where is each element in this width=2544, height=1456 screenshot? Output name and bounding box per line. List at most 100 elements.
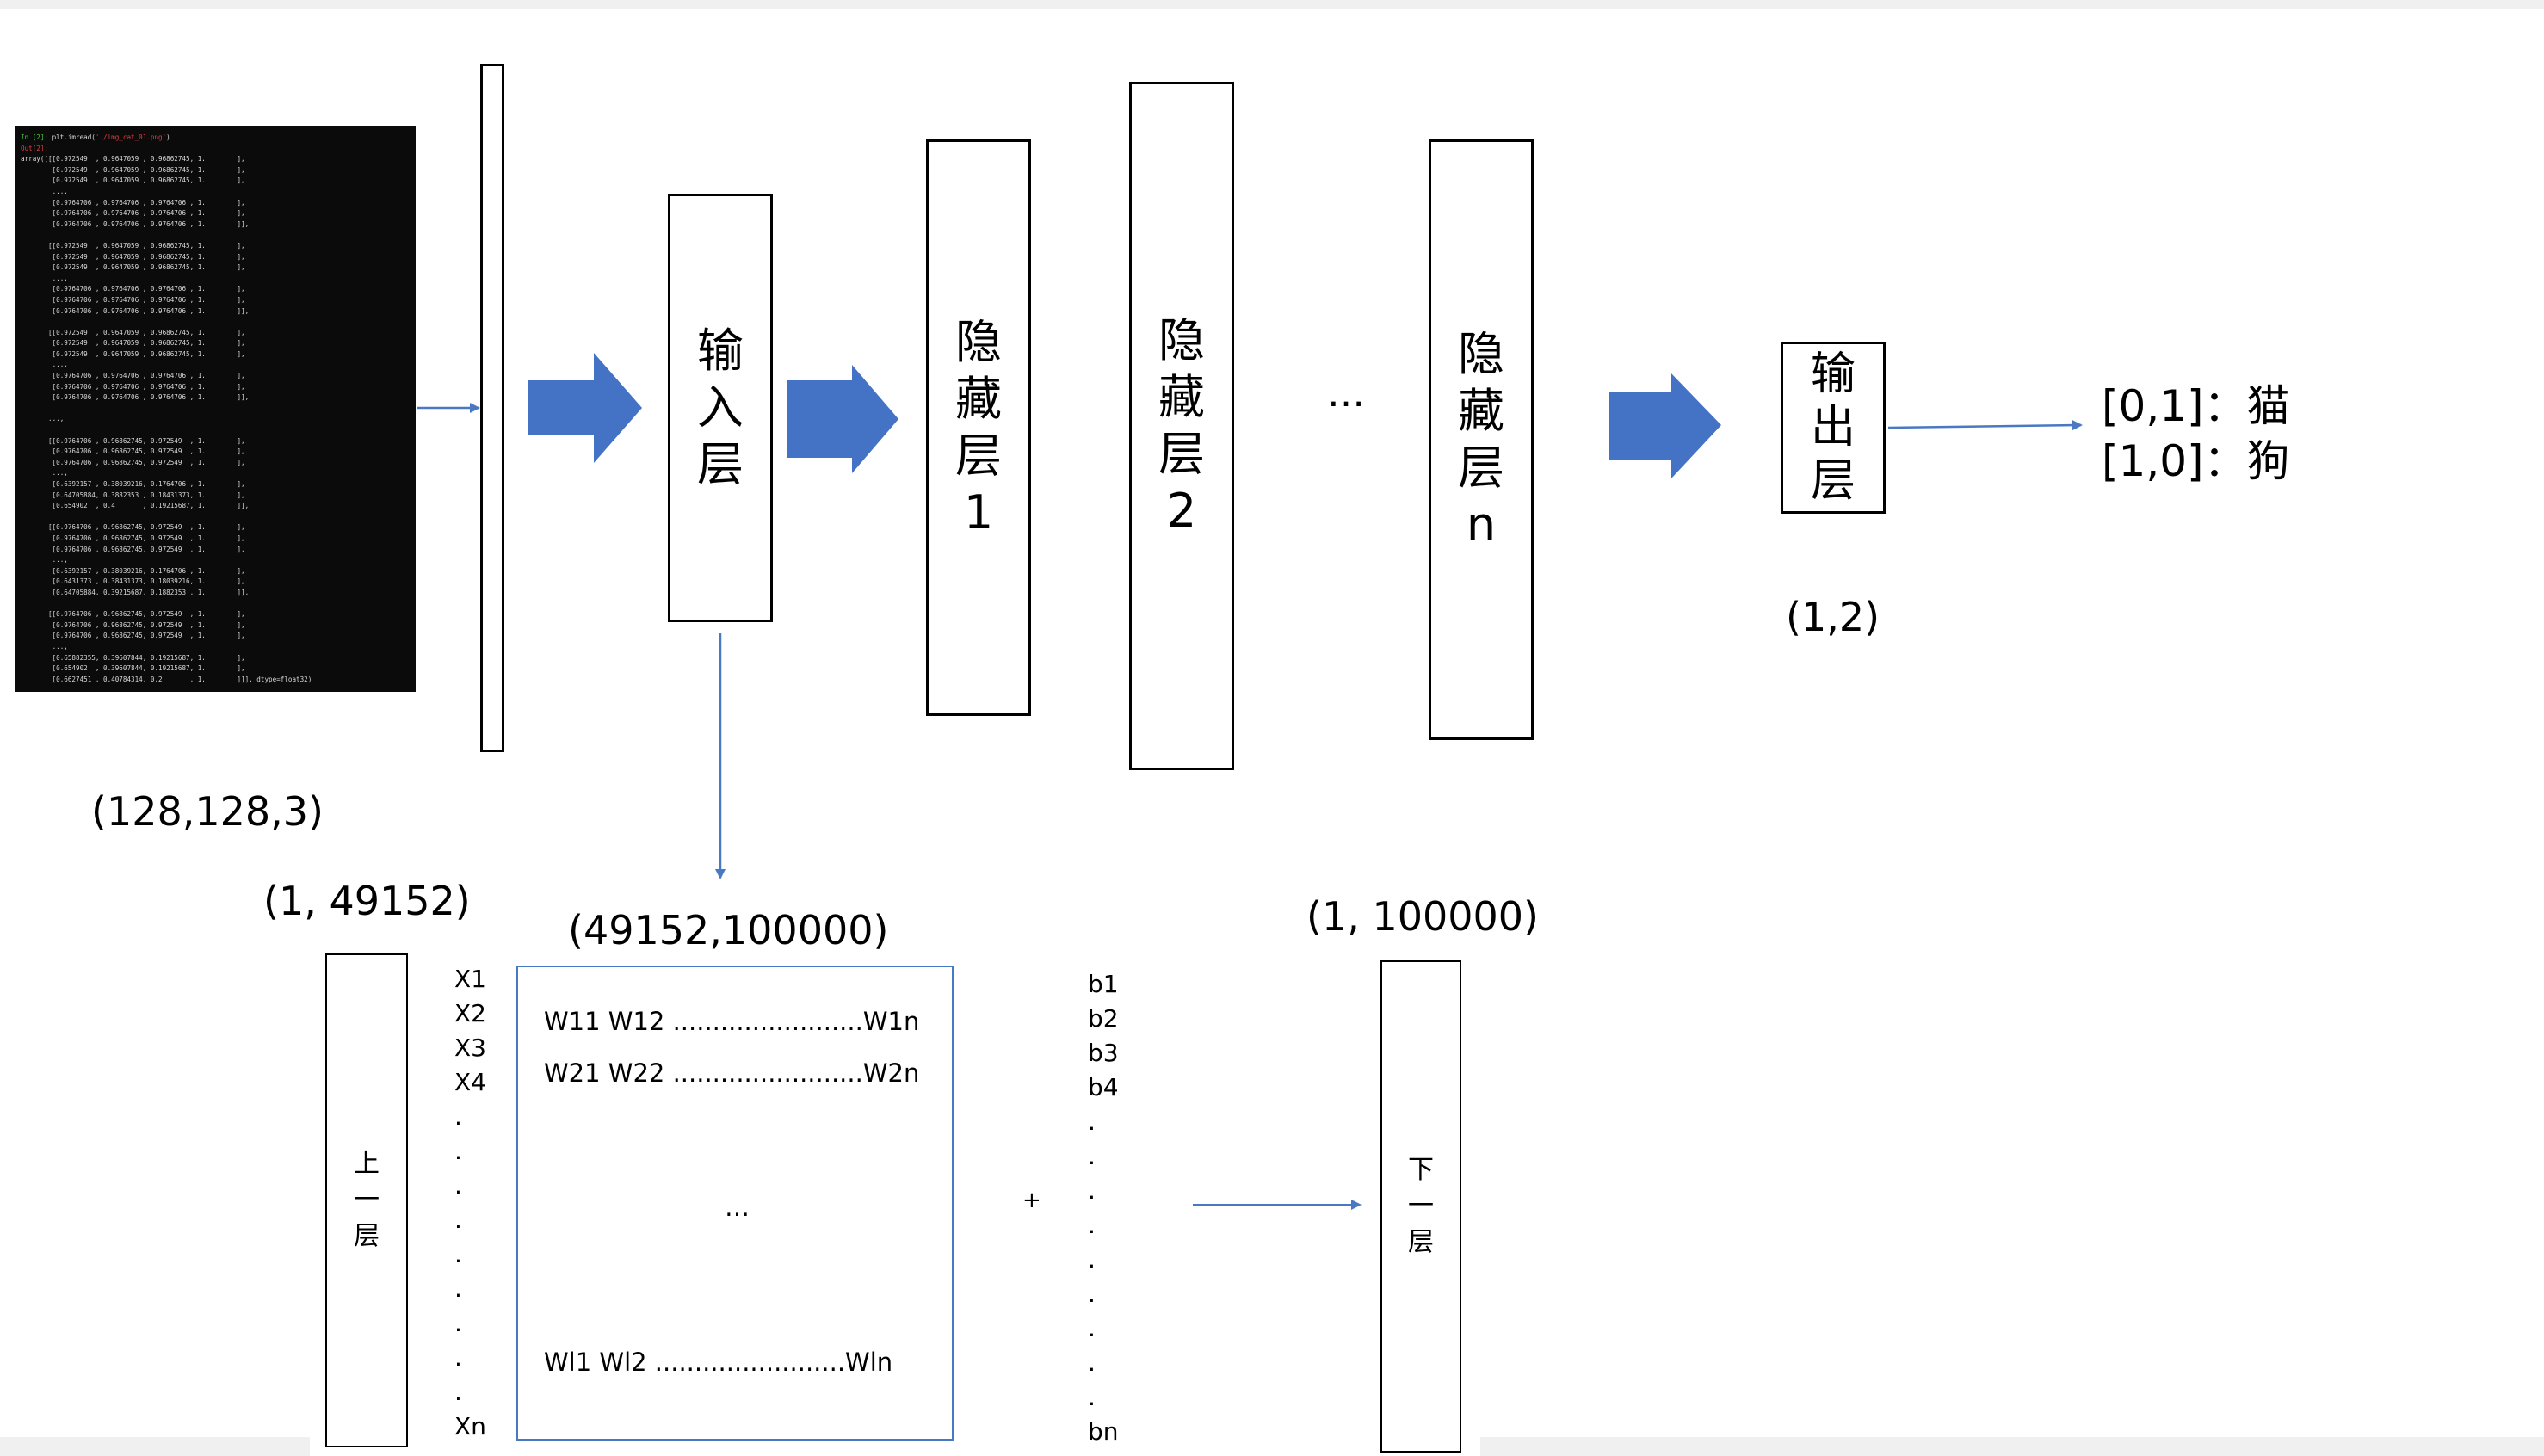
class-map-dog: [1,0]：狗 [2102, 436, 2290, 486]
b-labels-item: . [1088, 1176, 1096, 1205]
hidden-n-char: 层 [1458, 441, 1504, 495]
input-layer-char: 入 [697, 380, 744, 435]
input-layer-box: 输入层 [668, 194, 773, 622]
prev-layer-char: 上 [354, 1149, 380, 1179]
image-shape-label: (128,128,3) [91, 788, 324, 835]
code-line: [0.9764706 , 0.96862745, 0.972549 , 1. ]… [21, 447, 245, 456]
output-shape-label: (1,2) [1786, 594, 1880, 640]
code-line: [0.9764706 , 0.96862745, 0.972549 , 1. ]… [21, 620, 245, 629]
hidden-2-char: 2 [1166, 484, 1197, 538]
prev-layer-shape-label: (1, 49152) [263, 878, 471, 924]
x-labels-item: . [454, 1378, 462, 1406]
code-line: ..., [21, 469, 68, 478]
x-labels-item: . [454, 1206, 462, 1234]
hidden-2-char: 隐 [1158, 313, 1205, 367]
hidden-1-char: 藏 [955, 372, 1002, 426]
code-line: [0.9764706 , 0.9764706 , 0.9764706 , 1. … [21, 306, 250, 315]
next-layer-label: 下一层 [1382, 962, 1460, 1451]
block-arrow-flatten-to-input [528, 353, 642, 463]
b-labels-item: b2 [1088, 1004, 1119, 1033]
code-line: [0.654902 , 0.39607844, 0.19215687, 1. ]… [21, 664, 245, 673]
code-line: [0.64705884, 0.39215687, 0.1882353 , 1. … [21, 588, 250, 596]
x-labels-item: X1 [454, 965, 486, 993]
prev-layer-label: 上一层 [327, 955, 406, 1446]
code-line: [0.9764706 , 0.9764706 , 0.9764706 , 1. … [21, 295, 245, 304]
b-labels-item: . [1088, 1245, 1096, 1274]
x-labels-item: . [454, 1274, 462, 1303]
code-line: [0.972549 , 0.9647059 , 0.96862745, 1. ]… [21, 252, 245, 261]
x-labels-item: Xn [454, 1412, 486, 1441]
hidden-n-char: n [1466, 497, 1497, 552]
x-labels-item: . [454, 1171, 462, 1200]
code-line: ..., [21, 274, 68, 282]
prev-layer-char: 层 [354, 1221, 380, 1251]
code-line: [[0.972549 , 0.9647059 , 0.96862745, 1. … [21, 241, 245, 250]
b-labels-item: b3 [1088, 1039, 1119, 1067]
bias-shape-label: (1, 100000) [1306, 893, 1540, 940]
input-layer-char: 层 [697, 437, 744, 491]
code-line: [0.972549 , 0.9647059 , 0.96862745, 1. ]… [21, 176, 245, 185]
hidden-n-char: 藏 [1458, 384, 1504, 438]
code-line: ..., [21, 415, 65, 423]
output-layer-label: 输出层 [1783, 344, 1883, 511]
code-line: [0.972549 , 0.9647059 , 0.96862745, 1. ]… [21, 263, 245, 272]
x-vector-labels: X1 X2 X3 X4......... Xn [454, 962, 486, 1444]
x-labels-item: . [454, 1102, 462, 1131]
code-line: [0.9764706 , 0.9764706 , 0.9764706 , 1. … [21, 372, 245, 380]
code-line: [0.972549 , 0.9647059 , 0.96862745, 1. ]… [21, 339, 245, 348]
code-line: [0.9764706 , 0.96862745, 0.972549 , 1. ]… [21, 545, 245, 553]
code-line: ..., [21, 361, 68, 369]
b-labels-item: b1 [1088, 970, 1119, 998]
code-line: [0.9764706 , 0.9764706 , 0.9764706 , 1. … [21, 285, 245, 293]
code-line: [[0.9764706 , 0.96862745, 0.972549 , 1. … [21, 436, 245, 445]
class-map-cat: [0,1]：猫 [2102, 381, 2290, 431]
output-layer-char: 层 [1810, 455, 1856, 507]
output-layer-box: 输出层 [1781, 342, 1886, 514]
code-line: [[0.9764706 , 0.96862745, 0.972549 , 1. … [21, 610, 245, 619]
next-layer-char: 层 [1408, 1227, 1434, 1257]
code-line: [0.654902 , 0.4 , 0.19215687, 1. ]], [21, 502, 250, 510]
x-labels-item: . [454, 1137, 462, 1165]
output-layer-char: 出 [1810, 402, 1856, 453]
next-layer-box: 下一层 [1380, 960, 1461, 1453]
code-line: [0.9764706 , 0.96862745, 0.972549 , 1. ]… [21, 534, 245, 542]
weight-row-l: Wl1 Wl2 ........................Wln [544, 1348, 893, 1377]
code-line: ..., [21, 187, 68, 195]
b-labels-item: . [1088, 1383, 1096, 1411]
b-labels-item: . [1088, 1211, 1096, 1239]
b-labels-item: . [1088, 1314, 1096, 1342]
block-arrow-input-to-hidden1 [787, 365, 898, 473]
input-layer-label: 输入层 [670, 196, 770, 620]
next-layer-char: 一 [1408, 1191, 1434, 1221]
code-line: [0.972549 , 0.9647059 , 0.96862745, 1. ]… [21, 165, 245, 174]
output-layer-char: 输 [1810, 349, 1856, 400]
input-layer-char: 输 [697, 324, 744, 378]
code-line: [0.6431373 , 0.38431373, 0.18039216, 1. … [21, 577, 245, 586]
x-labels-item: X2 [454, 999, 486, 1027]
code-line: [[0.9764706 , 0.96862745, 0.972549 , 1. … [21, 523, 245, 532]
hidden-1-char: 隐 [955, 315, 1002, 369]
code-line: [0.9764706 , 0.96862745, 0.972549 , 1. ]… [21, 632, 245, 640]
b-labels-item: . [1088, 1107, 1096, 1136]
hidden-n-char: 隐 [1458, 327, 1504, 381]
x-labels-item: . [454, 1309, 462, 1337]
x-labels-item: X4 [454, 1068, 486, 1096]
hidden-2-char: 藏 [1158, 370, 1205, 424]
code-line: ..., [21, 556, 68, 565]
output-to-classes-arrow [1887, 420, 2083, 431]
code-line: [0.6627451 , 0.40784314, 0.2 , 1. ]]], d… [21, 675, 312, 683]
b-labels-item: b4 [1088, 1073, 1119, 1101]
flatten-bar [480, 64, 504, 752]
x-labels-item: X3 [454, 1033, 486, 1062]
code-output-image: In [2]: plt.imread('./img_cat_01.png') Ou… [15, 126, 416, 692]
code-line: [0.6392157 , 0.38039216, 0.1764706 , 1. … [21, 566, 245, 575]
code-line: In [2]: plt.imread('./img_cat_01.png') [21, 133, 170, 141]
hidden-1-char: 层 [955, 429, 1002, 483]
hidden-2-char: 层 [1158, 427, 1205, 481]
code-line: [0.6392157 , 0.38039216, 0.1764706 , 1. … [21, 480, 245, 488]
